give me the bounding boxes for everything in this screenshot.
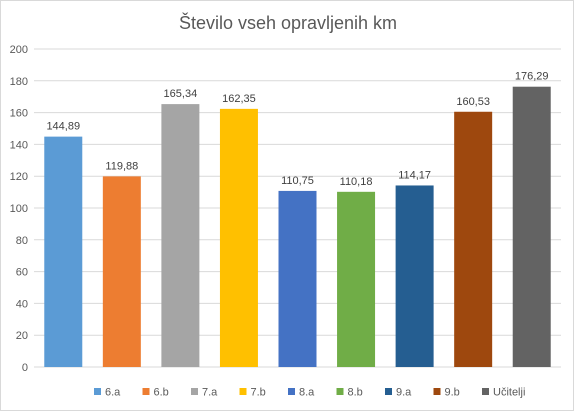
bar: [512, 86, 551, 367]
legend-swatch: [482, 388, 489, 395]
legend-label: 7.a: [202, 387, 218, 399]
legend-swatch: [385, 388, 392, 395]
y-tick-label: 120: [10, 171, 28, 183]
y-tick-label: 80: [16, 235, 28, 247]
data-label: 160,53: [456, 96, 490, 108]
bar: [44, 136, 83, 367]
legend-swatch: [142, 388, 150, 395]
bar: [102, 176, 141, 367]
legend-label: 9.a: [396, 387, 412, 399]
data-label: 119,88: [105, 160, 138, 172]
data-label: 144,89: [46, 121, 80, 133]
legend-label: 8.b: [348, 387, 363, 399]
chart-title: Število vseh opravljenih km: [179, 12, 397, 33]
bar: [395, 185, 434, 367]
data-labels: 144,89 119,88 165,34 162,35 110,75 110,18 114,…: [46, 71, 548, 188]
legend-label: 8.a: [299, 387, 315, 399]
data-label: 110,75: [281, 175, 314, 187]
y-tick-label: 140: [10, 139, 28, 151]
legend-label: 6.a: [105, 387, 121, 399]
bars: [44, 86, 551, 368]
y-axis: 0 20 40 60 80 100 120 140 160 180 200: [10, 44, 28, 374]
y-tick-label: 160: [10, 108, 28, 120]
bar: [337, 191, 376, 367]
data-label: 176,29: [515, 71, 549, 83]
bar: [219, 108, 258, 368]
data-label: 110,18: [340, 176, 373, 188]
bar: [278, 190, 317, 367]
y-tick-label: 100: [10, 203, 28, 215]
y-tick-label: 200: [10, 44, 28, 56]
data-label: 165,34: [164, 88, 198, 100]
legend-label: 7.b: [251, 387, 266, 399]
bar: [454, 111, 493, 368]
y-tick-label: 40: [16, 298, 28, 310]
legend-label: 9.b: [445, 387, 460, 399]
legend-label: Učitelji: [493, 387, 525, 399]
y-tick-label: 0: [22, 362, 28, 374]
legend-swatch: [94, 388, 101, 395]
legend-swatch: [239, 388, 247, 395]
legend-swatch: [288, 388, 295, 395]
y-tick-label: 180: [10, 76, 28, 88]
y-tick-label: 60: [16, 267, 28, 279]
y-tick-label: 20: [16, 330, 28, 342]
legend-swatch: [336, 388, 344, 395]
bar: [161, 104, 200, 367]
legend: 6.a 6.b 7.a 7.b 8.a 8.b 9.a 9.b Učitelji: [94, 387, 525, 399]
legend-swatch: [433, 388, 441, 395]
data-label: 162,35: [222, 93, 256, 105]
legend-swatch: [191, 388, 198, 395]
data-label: 114,17: [398, 169, 431, 181]
legend-label: 6.b: [154, 387, 169, 399]
